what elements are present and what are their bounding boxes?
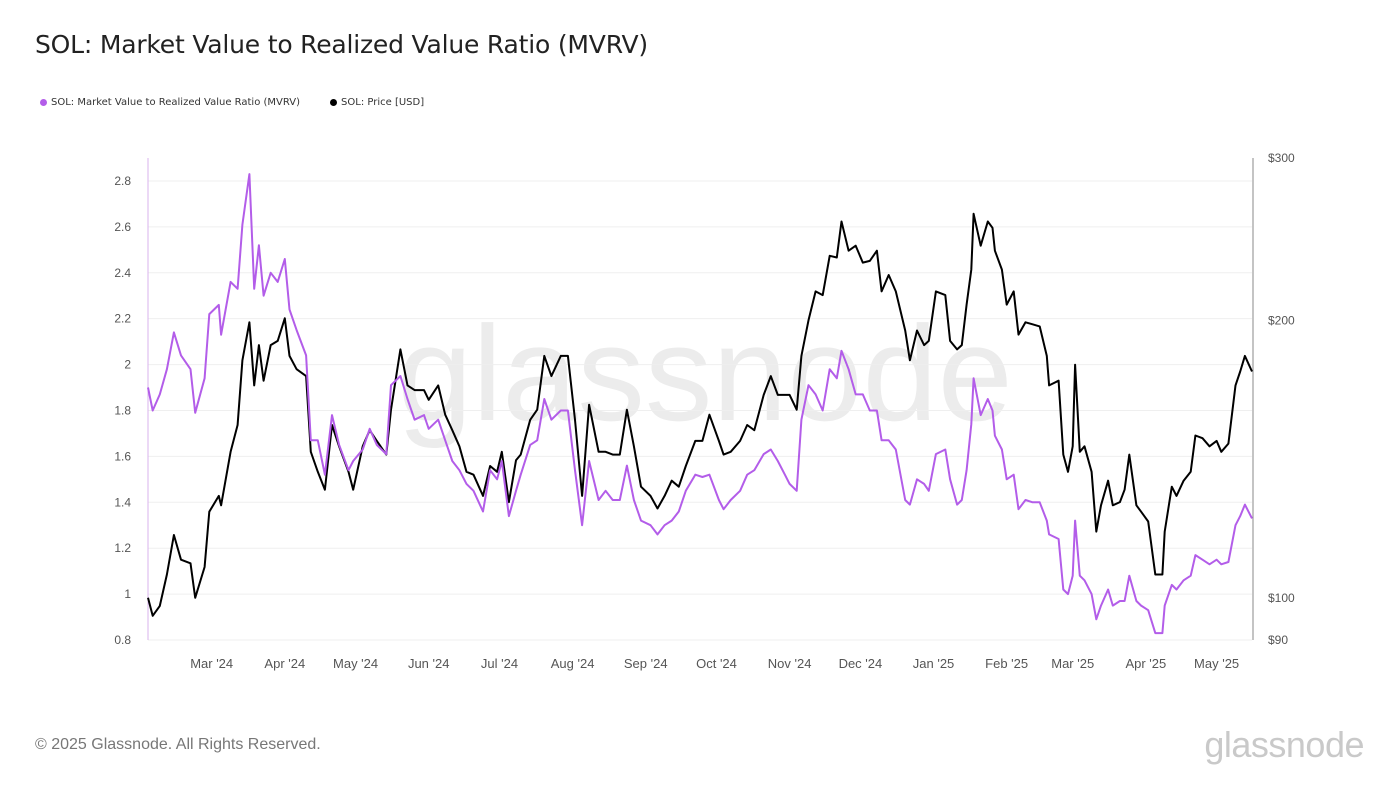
- glassnode-logo: glassnode: [1204, 724, 1364, 765]
- price-series-line: [147, 212, 1253, 617]
- axes: 0.8 1 1.2 1.4 1.6 1.8 2 2.2 2.4 2.6 2.8 $90 $100 $200…: [114, 151, 1295, 671]
- x-tick-label: Aug '24: [551, 656, 595, 671]
- series-layer: [147, 173, 1253, 635]
- legend-item-mvrv[interactable]: SOL: Market Value to Realized Value Rati…: [40, 97, 300, 108]
- y-left-tick-label: 2.6: [114, 220, 131, 234]
- y-right-tick-label: $90: [1268, 633, 1288, 647]
- x-tick-label: Jan '25: [913, 656, 955, 671]
- y-left-tick-label: 1.8: [114, 403, 131, 417]
- legend-label-mvrv: SOL: Market Value to Realized Value Rati…: [51, 97, 301, 108]
- x-tick-label: May '25: [1194, 656, 1239, 671]
- x-tick-label: Jul '24: [481, 656, 518, 671]
- x-tick-label: Feb '25: [985, 656, 1028, 671]
- x-tick-label: Nov '24: [768, 656, 812, 671]
- y-right-tick-label: $100: [1268, 591, 1295, 605]
- y-left-tick-label: 1.2: [114, 541, 131, 555]
- y-right-tick-label: $300: [1268, 151, 1295, 165]
- x-tick-label: Apr '25: [1125, 656, 1166, 671]
- legend: SOL: Market Value to Realized Value Rati…: [40, 97, 424, 108]
- legend-item-price[interactable]: SOL: Price [USD]: [330, 97, 424, 108]
- x-tick-label: Mar '25: [1051, 656, 1094, 671]
- x-tick-label: Dec '24: [839, 656, 883, 671]
- y-right-tick-label: $200: [1268, 313, 1295, 327]
- y-left-tick-label: 2.8: [114, 174, 131, 188]
- x-tick-label: Oct '24: [696, 656, 737, 671]
- mvrv-series-line: [147, 173, 1253, 635]
- y-left-tick-label: 1.6: [114, 449, 131, 463]
- legend-dot-mvrv: [40, 99, 47, 106]
- y-left-tick-label: 2: [124, 358, 131, 372]
- legend-dot-price: [330, 99, 338, 106]
- gridlines: [148, 180, 1252, 641]
- y-left-tick-label: 0.8: [114, 633, 131, 647]
- legend-label-price: SOL: Price [USD]: [341, 97, 425, 108]
- watermark: glassnode: [397, 298, 1012, 449]
- chart-title: SOL: Market Value to Realized Value Rati…: [35, 30, 648, 59]
- y-left-tick-label: 1: [124, 587, 131, 601]
- x-tick-label: Mar '24: [190, 656, 233, 671]
- x-tick-label: Jun '24: [408, 656, 450, 671]
- y-left-tick-label: 1.4: [114, 495, 131, 509]
- y-left-tick-label: 2.4: [114, 266, 131, 280]
- x-tick-label: May '24: [333, 656, 378, 671]
- copyright-footer: © 2025 Glassnode. All Rights Reserved.: [35, 736, 321, 753]
- x-tick-label: Apr '24: [264, 656, 305, 671]
- x-tick-label: Sep '24: [624, 656, 668, 671]
- y-left-tick-label: 2.2: [114, 312, 131, 326]
